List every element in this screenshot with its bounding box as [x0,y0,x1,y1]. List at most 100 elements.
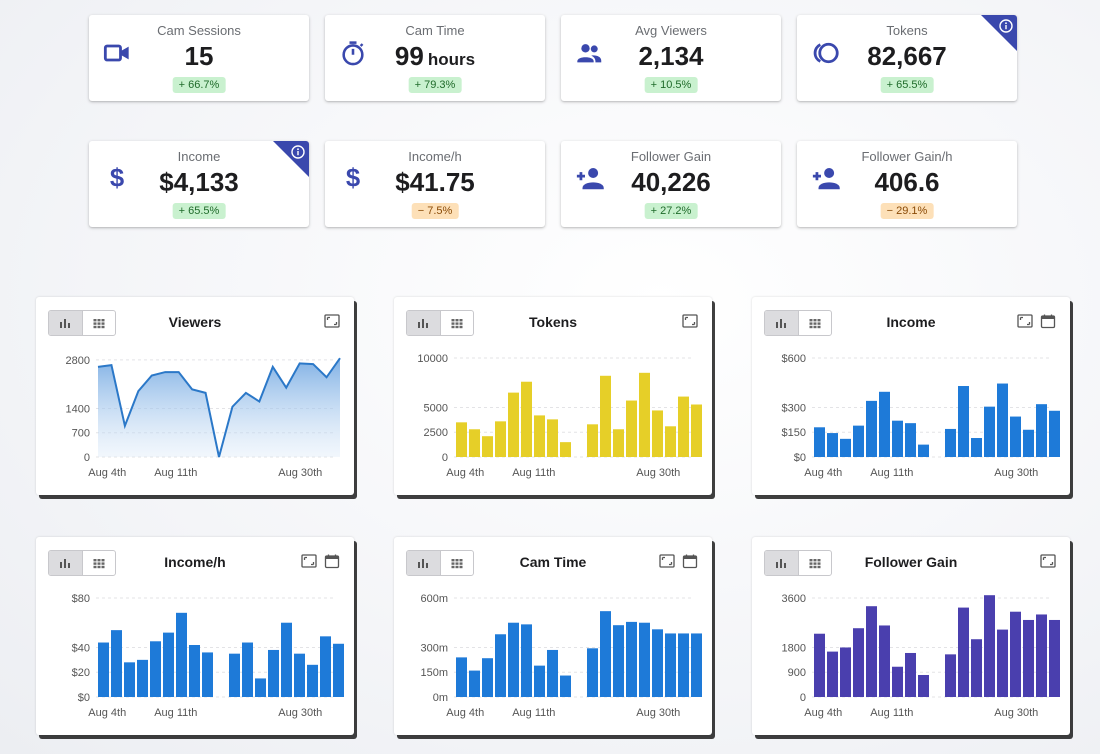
bar[interactable] [229,653,240,697]
bar[interactable] [600,375,611,457]
expand-icon[interactable] [682,313,698,329]
bar[interactable] [268,649,279,697]
expand-icon[interactable] [324,313,340,329]
bar[interactable] [814,633,825,697]
bar[interactable] [521,381,532,457]
bar[interactable] [333,643,344,697]
table-view-button[interactable] [81,551,116,575]
bar[interactable] [281,622,292,697]
bar[interactable] [840,647,851,697]
table-view-button[interactable] [797,311,832,335]
bar[interactable] [918,444,929,457]
bar[interactable] [495,421,506,457]
bar[interactable] [626,400,637,457]
calendar-icon[interactable] [324,553,340,569]
bar[interactable] [469,670,480,697]
bar[interactable] [1010,611,1021,697]
bar[interactable] [534,415,545,457]
bar[interactable] [905,423,916,457]
bar[interactable] [665,633,676,697]
bar[interactable] [124,662,135,697]
bar[interactable] [469,429,480,457]
bar[interactable] [307,664,318,697]
info-icon[interactable] [999,19,1013,33]
bar[interactable] [945,654,956,697]
bar[interactable] [560,442,571,457]
bar[interactable] [1023,619,1034,697]
bar[interactable] [456,422,467,457]
bar[interactable] [639,622,650,697]
expand-icon[interactable] [301,553,317,569]
bar[interactable] [1023,429,1034,457]
bar[interactable] [691,404,702,457]
bar-chart-view-button[interactable] [765,311,798,335]
bar[interactable] [678,396,689,457]
bar[interactable] [918,674,929,697]
info-corner[interactable] [273,141,309,177]
bar-chart-view-button[interactable] [407,311,440,335]
bar[interactable] [587,648,598,697]
bar[interactable] [1036,614,1047,697]
bar[interactable] [971,639,982,697]
bar[interactable] [626,621,637,697]
bar[interactable] [866,400,877,457]
bar[interactable] [111,630,122,697]
bar[interactable] [456,657,467,697]
bar[interactable] [202,652,213,697]
table-view-button[interactable] [439,311,474,335]
bar[interactable] [547,649,558,697]
bar[interactable] [482,436,493,457]
bar[interactable] [997,383,1008,457]
bar-chart-view-button[interactable] [765,551,798,575]
bar[interactable] [163,632,174,697]
bar[interactable] [600,611,611,697]
bar[interactable] [827,651,838,697]
bar[interactable] [971,438,982,457]
bar[interactable] [866,606,877,697]
bar[interactable] [495,634,506,697]
bar[interactable] [652,629,663,697]
bar[interactable] [242,642,253,697]
bar[interactable] [984,595,995,697]
bar[interactable] [613,625,624,697]
bar[interactable] [678,633,689,697]
bar[interactable] [508,622,519,697]
bar[interactable] [1010,416,1021,457]
bar[interactable] [905,652,916,697]
bar[interactable] [958,386,969,457]
bar[interactable] [98,642,109,697]
bar[interactable] [150,641,161,697]
bar[interactable] [508,392,519,457]
bar[interactable] [945,428,956,457]
bar[interactable] [547,419,558,457]
bar[interactable] [814,427,825,457]
info-icon[interactable] [291,145,305,159]
bar-chart-view-button[interactable] [49,311,82,335]
bar[interactable] [521,624,532,697]
bar[interactable] [560,675,571,697]
bar[interactable] [1036,404,1047,457]
bar[interactable] [639,372,650,457]
bar[interactable] [879,625,890,697]
bar[interactable] [958,607,969,697]
calendar-icon[interactable] [682,553,698,569]
bar[interactable] [892,666,903,697]
expand-icon[interactable] [1017,313,1033,329]
bar[interactable] [587,424,598,457]
bar[interactable] [997,629,1008,697]
bar[interactable] [534,665,545,697]
bar[interactable] [482,658,493,697]
bar[interactable] [1049,410,1060,457]
bar-chart-view-button[interactable] [407,551,440,575]
bar[interactable] [255,678,266,697]
bar[interactable] [827,433,838,457]
bar[interactable] [892,420,903,457]
bar[interactable] [853,425,864,457]
bar[interactable] [320,636,331,697]
bar[interactable] [613,429,624,457]
bar[interactable] [652,410,663,457]
expand-icon[interactable] [659,553,675,569]
bar[interactable] [853,628,864,697]
bar[interactable] [691,633,702,697]
bar[interactable] [294,653,305,697]
